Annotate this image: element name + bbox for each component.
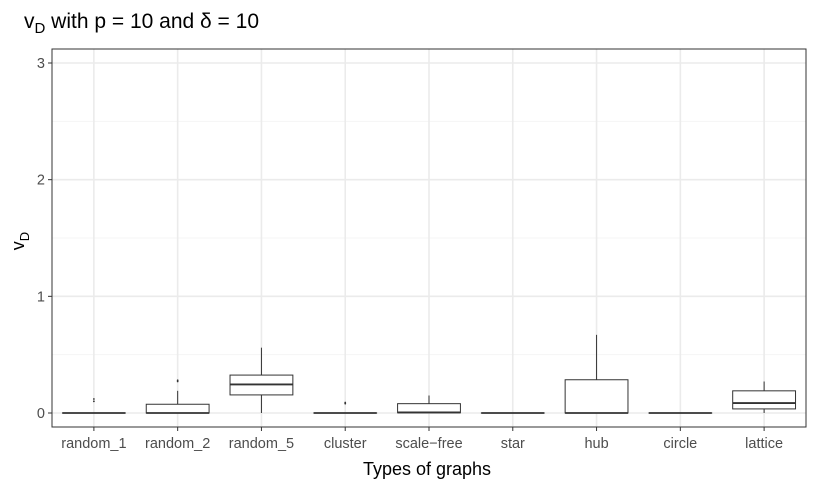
boxplot-cluster (313, 401, 378, 414)
y-axis-title-main: v (8, 241, 28, 250)
x-tick-label: random_1 (61, 436, 126, 452)
x-axis-title: Types of graphs (363, 459, 491, 479)
x-tick-label: random_2 (145, 436, 210, 452)
outlier-point (92, 400, 95, 403)
boxplot-random_2 (145, 379, 210, 414)
x-axis: random_1 random_2 random_5 cluster scale−fre… (61, 427, 783, 452)
y-tick-label: 3 (37, 56, 45, 72)
outlier-point (344, 401, 347, 404)
box-iqr (397, 403, 461, 414)
outlier-point (176, 379, 179, 382)
outlier-point (92, 398, 95, 400)
grid (52, 49, 806, 427)
chart-title-main: v (24, 10, 35, 33)
box-iqr (145, 403, 210, 414)
x-tick-label: random_5 (229, 436, 294, 452)
x-tick-label: hub (584, 436, 608, 452)
x-tick-label: circle (663, 436, 697, 452)
chart-title-rest: with p = 10 and δ = 10 (45, 10, 259, 33)
box-iqr (564, 379, 629, 414)
y-tick-label: 2 (37, 173, 45, 189)
boxplot-scale−free (397, 395, 461, 414)
boxplot-lattice (732, 381, 797, 413)
boxplot-hub (564, 334, 629, 414)
boxplot-random_1 (61, 398, 126, 414)
chart-title: vD with p = 10 and δ = 10 (24, 10, 259, 37)
x-tick-label: star (501, 436, 525, 452)
chart-title-sub: D (35, 20, 46, 37)
y-axis: 0 1 2 3 (37, 56, 52, 422)
y-axis-title: vD (8, 232, 32, 250)
y-axis-title-sub: D (17, 232, 32, 241)
y-tick-label: 0 (37, 406, 45, 422)
boxplot-random_5 (229, 347, 294, 413)
x-tick-label: lattice (745, 436, 783, 452)
x-tick-label: cluster (324, 436, 367, 452)
y-tick-label: 1 (37, 289, 45, 305)
boxes (61, 334, 797, 414)
box-iqr (732, 390, 797, 410)
x-tick-label: scale−free (395, 436, 462, 452)
